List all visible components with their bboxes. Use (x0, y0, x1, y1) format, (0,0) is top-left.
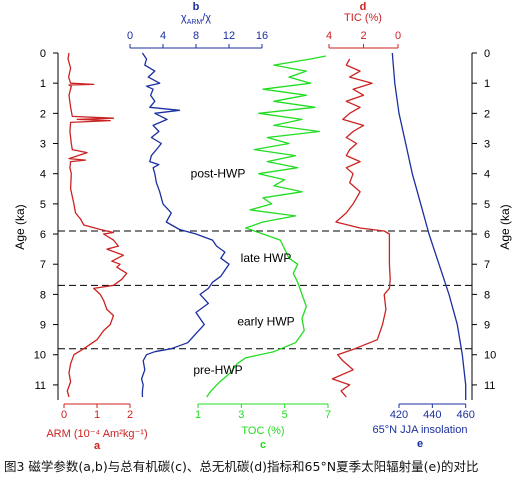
right-axis-title: Age (ka) (498, 204, 512, 249)
left-tick-label: 1 (40, 78, 46, 90)
panel-c-series-line (206, 55, 326, 398)
right-tick-label: 3 (484, 139, 490, 151)
panel-c-tick-label: 7 (325, 409, 331, 421)
panel-a: 0 1 2 ARM (10⁻⁴ Am²kg⁻¹)a (46, 52, 148, 452)
panel-d: 4 2 0 TIC (%)d (326, 1, 401, 398)
panel-c-tick-label: 5 (282, 409, 288, 421)
period-labels: post-HWP late HWP early HWP pre-HWP (191, 167, 295, 377)
right-tick-label: 9 (484, 320, 490, 332)
panel-b-tick-label: 0 (127, 30, 133, 42)
left-axis-title: Age (ka) (13, 204, 27, 249)
left-tick-label: 2 (40, 108, 46, 120)
panel-a-series-line (66, 52, 128, 398)
period-boundaries (58, 230, 472, 350)
figure-caption: 图3 磁学参数(a,b)与总有机碳(c)、总无机碳(d)指标和65°N夏季太阳辐… (4, 459, 479, 474)
panel-b-tick-label: 12 (223, 30, 235, 42)
right-tick-label: 1 (484, 78, 490, 90)
panel-b-tick-label: 8 (193, 30, 199, 42)
panel-d-axis-title: TIC (%) (344, 12, 382, 24)
right-tick-label: 5 (484, 199, 490, 211)
left-tick-label: 10 (34, 350, 46, 362)
panel-e-letter: e (417, 438, 423, 450)
left-tick-label: 8 (40, 289, 46, 301)
left-tick-label: 4 (40, 169, 46, 181)
left-tick-label: 6 (40, 229, 46, 241)
panel-e-tick-label: 460 (456, 409, 474, 421)
panel-e-tick-label: 420 (390, 409, 408, 421)
left-tick-label: 5 (40, 199, 46, 211)
panel-e-tick-label: 440 (423, 409, 441, 421)
left-tick-label: 9 (40, 320, 46, 332)
period-label: early HWP (237, 315, 294, 329)
panel-c-axis-title: TOC (%) (241, 425, 284, 437)
left-tick-label: 3 (40, 139, 46, 151)
panel-d-letter: d (360, 1, 367, 13)
right-tick-label: 6 (484, 229, 490, 241)
panel-a-tick-label: 0 (61, 409, 67, 421)
right-tick-label: 8 (484, 289, 490, 301)
right-age-axis: 0 1 2 3 4 5 6 7 8 9 10 11 Age (ka) (471, 48, 512, 400)
right-tick-label: 10 (484, 350, 496, 362)
panel-d-series-line (331, 58, 391, 398)
left-age-axis: 0 1 2 3 4 5 6 7 8 9 10 11 Age (ka) (13, 48, 59, 400)
left-tick-label: 7 (40, 259, 46, 271)
left-tick-label: 0 (40, 48, 46, 60)
panel-a-axis-title: ARM (10⁻⁴ Am²kg⁻¹) (46, 428, 147, 440)
panel-e: 420 440 460 65°N JJA insolation e (373, 52, 475, 450)
panel-b-letter: b (193, 1, 200, 13)
right-tick-label: 0 (484, 48, 490, 60)
right-tick-label: 2 (484, 108, 490, 120)
panel-a-tick-label: 2 (127, 409, 133, 421)
panel-c: 1 3 5 7 TOC (%) c (195, 55, 331, 451)
panel-c-tick-label: 3 (238, 409, 244, 421)
right-tick-label: 4 (484, 169, 490, 181)
panel-b-series-line (140, 52, 230, 397)
panel-d-tick-label: 4 (326, 30, 332, 42)
panel-c-letter: c (260, 439, 266, 451)
panel-b-axis-title: χARM/χ (181, 12, 211, 26)
panel-e-series-line (391, 52, 467, 400)
panel-c-tick-label: 1 (195, 409, 201, 421)
panel-a-letter: a (94, 440, 101, 452)
panel-e-axis-title: 65°N JJA insolation (373, 424, 468, 436)
period-label: post-HWP (191, 167, 246, 181)
right-tick-label: 11 (484, 380, 495, 392)
panel-a-tick-label: 1 (94, 409, 100, 421)
panel-b-tick-label: 16 (256, 30, 268, 42)
period-label: late HWP (241, 251, 292, 265)
left-tick-label: 11 (35, 380, 46, 392)
panel-b-tick-label: 4 (160, 30, 166, 42)
panel-b: 0 4 8 12 16 χARM/χb (127, 1, 268, 397)
right-tick-label: 7 (484, 259, 490, 271)
panel-d-tick-label: 0 (395, 30, 401, 42)
period-label: pre-HWP (193, 363, 242, 377)
panel-d-tick-label: 2 (360, 30, 366, 42)
